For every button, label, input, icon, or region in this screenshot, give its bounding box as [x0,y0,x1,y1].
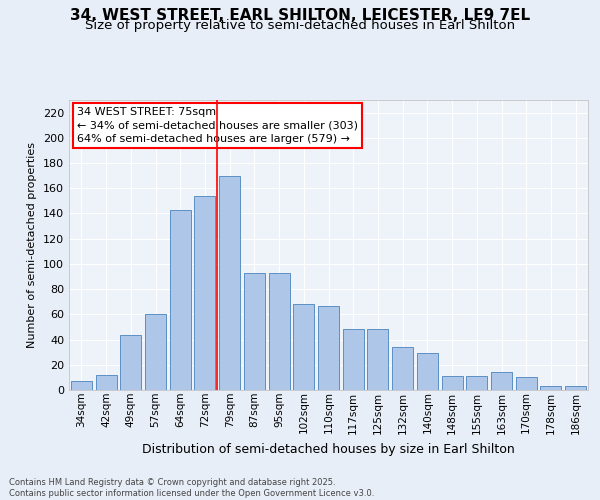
Bar [145,314,166,390]
Bar [541,386,562,390]
Bar [367,330,388,390]
Bar [71,381,92,390]
Text: Contains HM Land Registry data © Crown copyright and database right 2025.
Contai: Contains HM Land Registry data © Crown c… [9,478,374,498]
Bar [269,272,290,390]
Bar [194,196,215,390]
Bar [120,334,141,390]
Y-axis label: Number of semi-detached properties: Number of semi-detached properties [28,142,37,348]
Bar [318,306,339,390]
Bar [293,304,314,390]
Text: Size of property relative to semi-detached houses in Earl Shilton: Size of property relative to semi-detach… [85,19,515,32]
Bar [95,375,116,390]
Bar [516,378,537,390]
Bar [442,376,463,390]
Bar [170,210,191,390]
Bar [466,376,487,390]
Bar [244,272,265,390]
Bar [343,330,364,390]
Text: Distribution of semi-detached houses by size in Earl Shilton: Distribution of semi-detached houses by … [142,442,515,456]
Bar [565,386,586,390]
Text: 34 WEST STREET: 75sqm
← 34% of semi-detached houses are smaller (303)
64% of sem: 34 WEST STREET: 75sqm ← 34% of semi-deta… [77,108,358,144]
Bar [392,347,413,390]
Text: 34, WEST STREET, EARL SHILTON, LEICESTER, LE9 7EL: 34, WEST STREET, EARL SHILTON, LEICESTER… [70,8,530,22]
Bar [491,372,512,390]
Bar [219,176,240,390]
Bar [417,354,438,390]
